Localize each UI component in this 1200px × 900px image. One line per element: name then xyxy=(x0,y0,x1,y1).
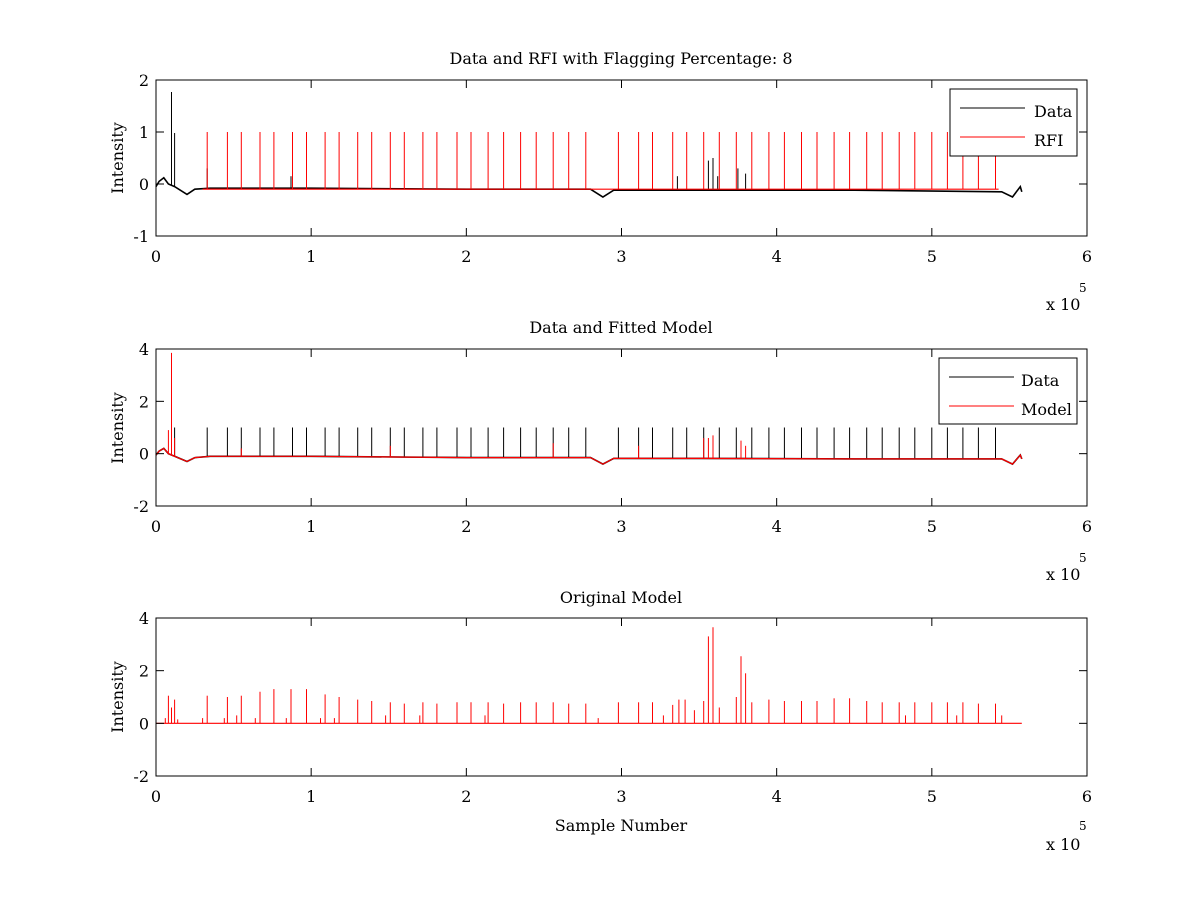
x-tick-label: 6 xyxy=(1082,787,1092,806)
x-exponent-base: x 10 xyxy=(1046,565,1080,584)
plot-area xyxy=(156,618,1087,776)
y-tick-label: 0 xyxy=(139,175,149,194)
y-axis-label: Intensity xyxy=(108,122,127,194)
x-tick-label: 6 xyxy=(1082,247,1092,266)
series-model xyxy=(155,352,1023,465)
x-tick-label: 6 xyxy=(1082,517,1092,536)
y-tick-label: -2 xyxy=(133,767,149,786)
x-tick-label: 5 xyxy=(927,247,937,266)
x-tick-label: 4 xyxy=(772,517,782,536)
y-tick-label: 4 xyxy=(139,609,149,628)
x-tick-label: 4 xyxy=(772,787,782,806)
panel-original-model: Original Model Intensity Sample Number x… xyxy=(108,588,1092,854)
x-tick-label: 0 xyxy=(151,787,161,806)
x-tick-label: 2 xyxy=(461,247,471,266)
x-tick-label: 1 xyxy=(306,247,316,266)
chart-title: Original Model xyxy=(560,588,682,607)
series-marks xyxy=(156,627,1022,724)
y-tick-label: 0 xyxy=(139,445,149,464)
legend-box xyxy=(938,357,1078,425)
y-tick-label: 2 xyxy=(139,392,149,411)
x-tick-label: 5 xyxy=(927,787,937,806)
y-tick-label: 0 xyxy=(139,714,149,733)
y-axis-label: Intensity xyxy=(108,661,127,733)
x-tick-label: 3 xyxy=(616,517,626,536)
x-tick-label: 2 xyxy=(461,787,471,806)
y-tick-label: -1 xyxy=(133,227,149,246)
x-exponent-power: 5 xyxy=(1079,819,1087,833)
legend-label-model: Model xyxy=(1021,400,1072,419)
x-tick-label: 1 xyxy=(306,517,316,536)
x-tick-label: 0 xyxy=(151,517,161,536)
legend-label-rfi: RFI xyxy=(1034,131,1063,150)
x-exponent-power: 5 xyxy=(1079,551,1087,565)
chart-title: Data and RFI with Flagging Percentage: 8 xyxy=(449,49,792,68)
x-tick-label: 3 xyxy=(616,787,626,806)
chart-title: Data and Fitted Model xyxy=(529,318,712,337)
x-tick-label: 5 xyxy=(927,517,937,536)
x-tick-label: 1 xyxy=(306,787,316,806)
x-tick-label: 4 xyxy=(772,247,782,266)
series-marks xyxy=(155,352,1023,466)
y-tick-label: 4 xyxy=(139,340,149,359)
legend: Data Model xyxy=(938,357,1078,425)
series-original-model xyxy=(156,627,1022,724)
y-tick-label: 1 xyxy=(139,123,149,142)
y-tick-label: 2 xyxy=(139,662,149,681)
legend: Data RFI xyxy=(949,88,1078,157)
panel-fitted-model: Data and Fitted Model Intensity x 10 5 0… xyxy=(108,318,1092,584)
x-tick-label: 3 xyxy=(616,247,626,266)
y-tick-label: 2 xyxy=(139,71,149,90)
x-axis-label: Sample Number xyxy=(555,816,688,835)
legend-label-data: Data xyxy=(1021,371,1060,390)
x-exponent-base: x 10 xyxy=(1046,295,1080,314)
x-exponent-power: 5 xyxy=(1079,281,1087,295)
series-rfi xyxy=(202,132,999,190)
panel-rfi-flagging: Data and RFI with Flagging Percentage: 8… xyxy=(108,49,1092,314)
legend-box xyxy=(949,88,1078,157)
x-tick-label: 0 xyxy=(151,247,161,266)
x-tick-label: 2 xyxy=(461,517,471,536)
y-tick-label: -2 xyxy=(133,497,149,516)
x-exponent-base: x 10 xyxy=(1046,835,1080,854)
legend-label-data: Data xyxy=(1034,102,1073,121)
series-marks xyxy=(155,92,1023,199)
y-axis-label: Intensity xyxy=(108,392,127,464)
